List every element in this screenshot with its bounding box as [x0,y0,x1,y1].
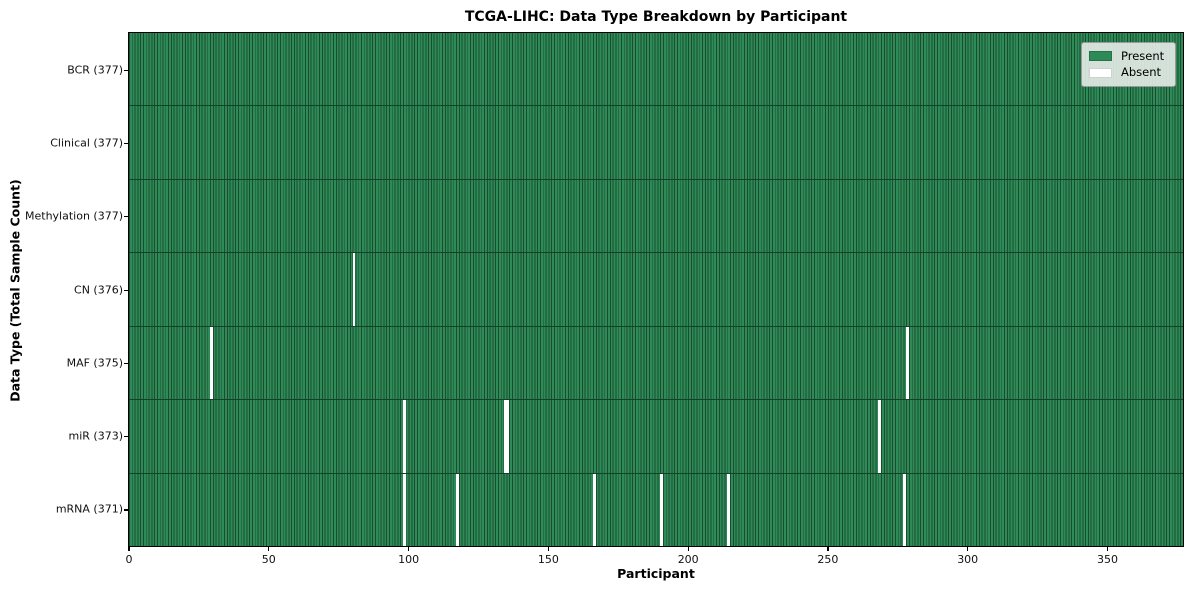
absent-cell [727,473,731,546]
x-tick-label: 150 [537,553,559,566]
x-tick-mark [128,547,130,551]
x-tick-mark [1106,547,1109,551]
heatmap-row-methylation [129,179,1183,254]
y-tick-label: MAF (375) [66,356,123,370]
absent-cell [402,400,406,473]
heatmap-row-maf [129,326,1183,401]
heatmap-row-mrna [129,473,1183,546]
absent-cell [906,326,910,400]
x-tick-mark [547,547,550,551]
legend-item-present: Present [1089,48,1168,63]
x-tick-label: 300 [957,553,979,566]
y-tick-mark [124,436,128,438]
x-tick-label: 50 [261,553,276,566]
y-tick-label: BCR (377) [67,63,123,77]
x-tick-mark [687,547,689,551]
absent-cell [210,326,213,400]
y-tick-label: miR (373) [68,429,124,443]
absent-cell [503,400,507,473]
y-tick-mark [124,69,128,71]
chart-title: TCGA-LIHC: Data Type Breakdown by Partic… [464,9,848,25]
absent-cell [878,400,882,473]
absent-cell [352,253,356,326]
heatmap-row-mir [129,400,1183,474]
y-tick-label: CN (376) [74,283,123,296]
y-tick-label: Methylation (377) [25,209,123,223]
x-tick-label: 250 [817,553,839,566]
absent-cell [660,473,663,546]
x-tick-mark [408,547,410,551]
absent-cell [593,473,596,546]
absent-cell [402,473,406,546]
absent-cell [456,473,459,546]
absent-cell [506,400,510,473]
y-tick-mark [124,362,128,365]
heatmap-row-clinical [129,106,1183,180]
absent-cell [903,473,907,546]
x-tick-mark [967,547,969,551]
legend-swatch-present [1089,51,1112,62]
y-tick-mark [124,289,128,291]
y-tick-label: mRNA (371) [55,502,123,516]
x-tick-mark [827,547,829,551]
heatmap-row-bcr [129,33,1183,107]
y-tick-mark [124,142,128,145]
legend-swatch-absent [1089,67,1112,78]
legend-item-label: Absent [1121,64,1162,79]
x-tick-label: 350 [1097,553,1118,566]
x-tick-label: 0 [125,553,133,566]
y-tick-label: Clinical (377) [50,136,123,150]
y-tick-mark [124,216,128,218]
heatmap-row-cn [129,253,1183,327]
y-axis-label: Data Type (Total Sample Count) [7,179,23,402]
x-tick-label: 200 [677,553,699,566]
x-tick-mark [268,547,270,551]
x-axis-label: Participant [617,566,695,581]
plot-area [128,32,1184,547]
legend-item-label: Present [1121,48,1165,63]
x-tick-label: 100 [398,553,420,566]
y-tick-mark [124,509,128,511]
legend: Present Absent [1081,42,1176,87]
legend-item-absent: Absent [1089,64,1168,79]
